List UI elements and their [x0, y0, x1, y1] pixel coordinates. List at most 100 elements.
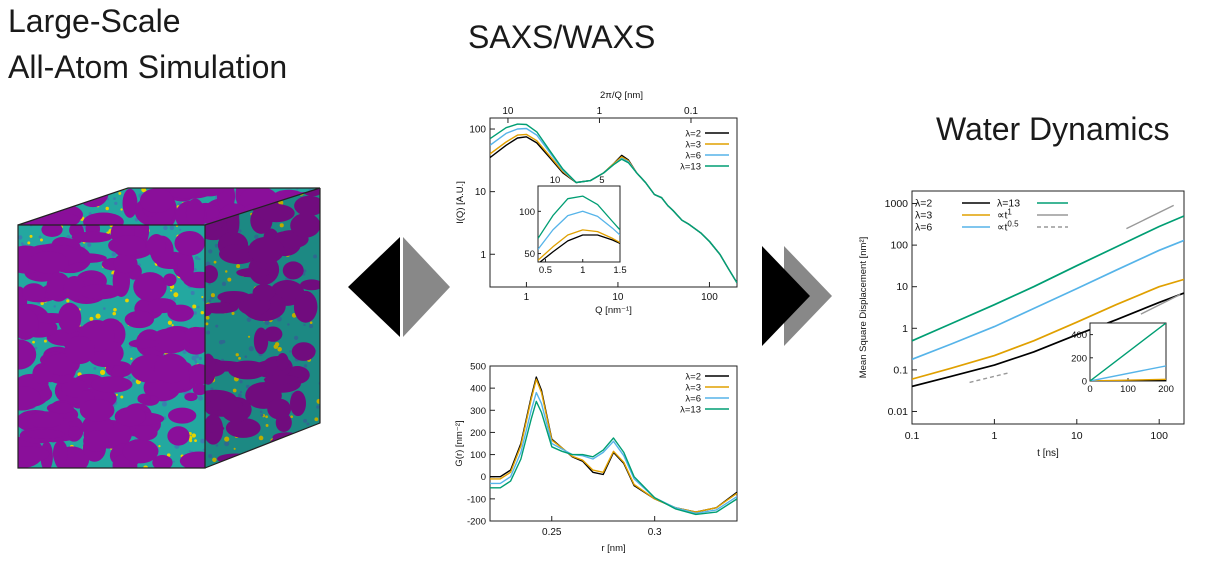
cube-particle [36, 196, 39, 199]
inset-x-tick-label: 100 [1120, 384, 1136, 395]
plot-frame [489, 365, 738, 522]
cube-particle [198, 356, 203, 361]
top-tick-label: 0.1 [684, 106, 698, 117]
cube-particle [171, 324, 174, 327]
cube-domain [236, 267, 270, 278]
cube-domain [46, 402, 74, 414]
simulation-cube [17, 187, 321, 469]
cube-particle [41, 198, 46, 202]
cube-domain [291, 342, 316, 361]
cube-domain [163, 273, 177, 287]
top-axis-label: 2π/Q [nm] [600, 90, 643, 101]
y-tick-label: -100 [467, 494, 486, 505]
cube-particle [167, 453, 171, 457]
inset-x-tick-label: 0 [1087, 384, 1092, 395]
series-line [912, 292, 1184, 388]
cube-particle [20, 242, 24, 245]
cube-particle [239, 380, 243, 384]
y-tick-label: 0 [481, 472, 486, 483]
cube-domain [192, 383, 205, 396]
cube-domain [282, 261, 304, 280]
cube-particle [200, 438, 205, 444]
y-tick-label: 100 [470, 450, 486, 461]
cube-particle [191, 355, 197, 361]
cube-particle [173, 298, 176, 301]
cube-domain [137, 393, 151, 404]
cube-particle [88, 212, 92, 216]
cube-particle [212, 457, 217, 463]
cube-domain [30, 198, 52, 214]
cube-domain [25, 429, 65, 439]
y-tick-label: 200 [470, 428, 486, 439]
cube-particle [297, 449, 301, 454]
cube-particle [61, 201, 66, 206]
cube-particle [276, 316, 282, 322]
cube-domain [167, 304, 194, 322]
cube-particle [95, 313, 101, 319]
inset-y-tick-label: 200 [1071, 353, 1087, 364]
cube-particle [205, 315, 210, 320]
inset-x-tick-label: 1.5 [613, 265, 626, 276]
cube-domain [71, 231, 113, 243]
cube-particle [239, 454, 243, 458]
cube-domain [113, 253, 138, 274]
x-tick-label: 0.25 [542, 527, 562, 538]
cube-particle [224, 436, 230, 442]
cube-particle [113, 197, 116, 201]
cube-front-face [18, 225, 205, 468]
series-line [538, 210, 620, 250]
cube-particle [161, 401, 167, 407]
inset-y-tick-label: 100 [519, 207, 535, 218]
cube-particle [188, 450, 191, 453]
cube-particle [182, 349, 187, 354]
cube-domain [114, 407, 147, 427]
cube-particle [48, 202, 52, 206]
cube-particle [274, 342, 280, 347]
y-tick-label: 10 [896, 281, 908, 293]
series-line [538, 195, 620, 239]
cube-domain [28, 251, 69, 274]
cube-particle [120, 395, 124, 399]
cube-particle [55, 205, 58, 208]
cube-particle [127, 375, 132, 380]
cube-particle [248, 346, 254, 352]
cube-domain [57, 302, 82, 334]
cube-domain [139, 188, 174, 213]
cube-particle [40, 301, 44, 306]
cube-particle [244, 355, 248, 359]
cube-particle [27, 241, 31, 245]
cube-particle [49, 188, 55, 192]
cube-domain [300, 279, 320, 291]
cube-particle [125, 298, 129, 303]
legend-label: λ=3 [915, 210, 932, 222]
legend-label: λ=3 [685, 140, 701, 151]
cube-particle [34, 346, 38, 350]
cube-particle [103, 307, 106, 310]
cube-domain [184, 392, 198, 402]
cube-particle [246, 317, 252, 322]
cube-particle [306, 422, 310, 426]
rdf-chart: 0.25 0.3 -200 -100 0 100 200 300 400 500 r [nm] G(r… [454, 362, 738, 554]
inset-y-tick-label: 400 [1071, 330, 1087, 341]
cube-particle [99, 369, 106, 376]
cube-particle [227, 277, 232, 282]
cube-particle [197, 395, 204, 401]
cube-domain [63, 275, 86, 301]
cube-domain [154, 353, 189, 384]
cube-particle [210, 387, 214, 391]
cube-particle [105, 206, 109, 211]
cube-particle [215, 444, 219, 447]
cube-particle [293, 335, 299, 340]
cube-domain [18, 308, 39, 340]
cube-particle [254, 234, 259, 240]
cube-domain [185, 198, 205, 225]
cube-domain [276, 352, 289, 371]
inset-y-tick-label: 50 [524, 249, 535, 260]
cube-domain [290, 390, 307, 417]
series-line [1090, 365, 1166, 381]
cube-particle [302, 269, 307, 273]
cube-particle [39, 238, 43, 242]
cube-domain [83, 430, 109, 452]
cube-particle [239, 390, 243, 394]
